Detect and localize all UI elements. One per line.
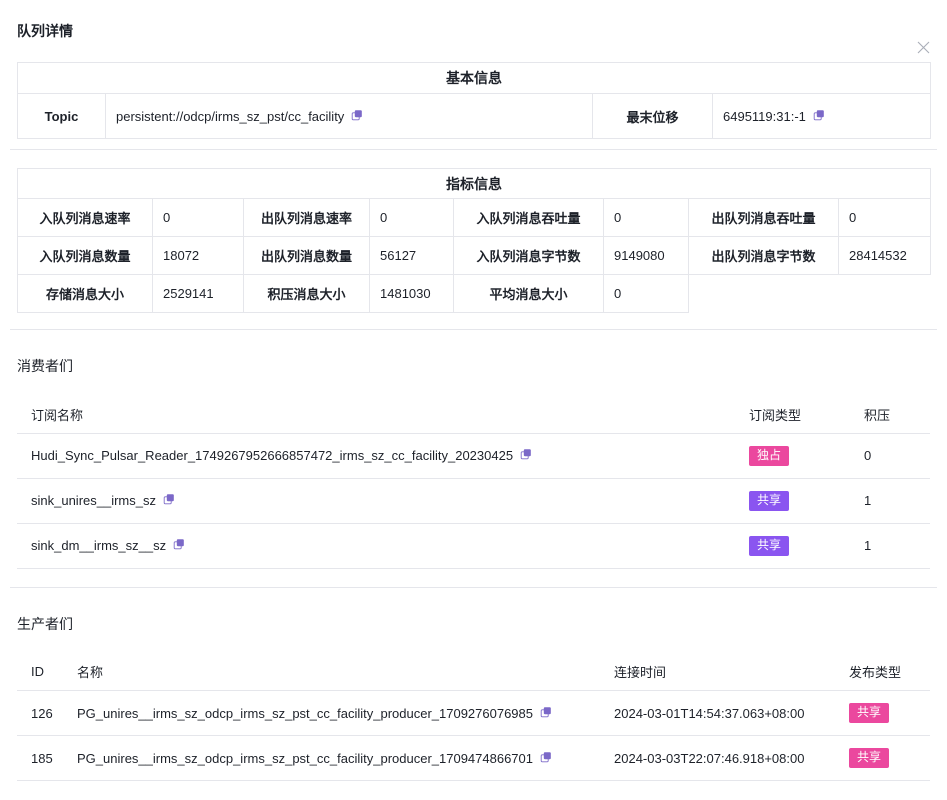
metric-empty-cell — [689, 275, 931, 313]
connect-time: 2024-03-01T14:54:37.063+08:00 — [600, 690, 835, 736]
close-icon — [916, 40, 931, 58]
offset-label: 最末位移 — [592, 93, 713, 139]
subscription-name-cell: sink_dm__irms_sz__sz — [17, 523, 735, 569]
metric-value: 28414532 — [838, 236, 931, 275]
metrics-header: 指标信息 — [17, 168, 931, 199]
metric-value: 0 — [369, 198, 454, 237]
table-row: Hudi_Sync_Pulsar_Reader_1749267952666857… — [17, 433, 930, 479]
publish-type-badge: 共享 — [849, 703, 890, 723]
topic-value: persistent://odcp/irms_sz_pst/cc_facilit… — [116, 108, 345, 124]
connect-time: 2024-03-03T22:07:46.918+08:00 — [600, 735, 835, 781]
metric-label: 入队列消息吞吐量 — [453, 198, 604, 237]
topic-label: Topic — [17, 93, 106, 139]
basic-info-header: 基本信息 — [17, 62, 931, 94]
copy-icon[interactable] — [350, 108, 364, 125]
metrics-row: 入队列消息速率 0 出队列消息速率 0 入队列消息吞吐量 0 出队列消息吞吐量 … — [17, 198, 931, 237]
column-producer-name: 名称 — [63, 653, 600, 691]
close-button[interactable] — [914, 40, 932, 58]
metric-value: 0 — [603, 198, 689, 237]
table-row: 185 PG_unires__irms_sz_odcp_irms_sz_pst_… — [17, 735, 930, 781]
subscription-type-badge: 独占 — [749, 445, 790, 466]
producer-id: 185 — [17, 735, 63, 781]
subscription-name: sink_dm__irms_sz__sz — [31, 538, 167, 554]
subscription-name: Hudi_Sync_Pulsar_Reader_1749267952666857… — [31, 448, 514, 464]
producers-table: ID 名称 连接时间 发布类型 126 PG_unires__irms_sz_o… — [17, 653, 930, 781]
copy-icon[interactable] — [519, 447, 533, 464]
subscription-name-cell: sink_unires__irms_sz — [17, 478, 735, 524]
metric-value: 0 — [152, 198, 244, 237]
consumers-section-title: 消费者们 — [17, 358, 73, 374]
page-title: 队列详情 — [17, 23, 73, 39]
queue-detail-dialog: 队列详情 基本信息 Topic persistent://odcp/irms_s… — [0, 21, 947, 781]
metric-label: 存储消息大小 — [17, 274, 153, 313]
metric-label: 出队列消息数量 — [243, 236, 370, 275]
producers-header-row: ID 名称 连接时间 发布类型 — [17, 653, 930, 691]
backlog-value: 0 — [850, 433, 930, 479]
metric-label: 平均消息大小 — [453, 274, 604, 313]
copy-icon[interactable] — [539, 705, 553, 722]
metric-value: 2529141 — [152, 274, 244, 313]
backlog-value: 1 — [850, 523, 930, 569]
copy-icon[interactable] — [172, 537, 186, 554]
column-backlog: 积压 — [850, 396, 930, 434]
basic-info-table: 基本信息 Topic persistent://odcp/irms_sz_pst… — [17, 62, 931, 139]
metric-label: 入队列消息字节数 — [453, 236, 604, 275]
consumers-header-row: 订阅名称 订阅类型 积压 — [17, 396, 930, 434]
subscription-name: sink_unires__irms_sz — [31, 493, 156, 509]
backlog-value: 1 — [850, 478, 930, 524]
table-row: sink_unires__irms_sz 共享 1 — [17, 478, 930, 524]
divider — [10, 586, 937, 588]
metric-value: 56127 — [369, 236, 454, 275]
table-row: sink_dm__irms_sz__sz 共享 1 — [17, 523, 930, 569]
metric-value: 18072 — [152, 236, 244, 275]
metrics-row: 存储消息大小 2529141 积压消息大小 1481030 平均消息大小 0 — [17, 274, 931, 313]
subscription-type-badge: 共享 — [749, 535, 790, 556]
topic-value-cell: persistent://odcp/irms_sz_pst/cc_facilit… — [105, 93, 593, 139]
metrics-row: 入队列消息数量 18072 出队列消息数量 56127 入队列消息字节数 914… — [17, 236, 931, 275]
column-producer-id: ID — [17, 653, 63, 691]
metric-label: 入队列消息速率 — [17, 198, 153, 237]
producer-id: 126 — [17, 690, 63, 736]
copy-icon[interactable] — [539, 750, 553, 767]
offset-value-cell: 6495119:31:-1 — [712, 93, 931, 139]
metric-label: 出队列消息速率 — [243, 198, 370, 237]
publish-type-badge: 共享 — [849, 748, 890, 768]
metric-label: 积压消息大小 — [243, 274, 370, 313]
metrics-table: 指标信息 入队列消息速率 0 出队列消息速率 0 入队列消息吞吐量 0 出队列消… — [17, 168, 931, 313]
column-connect-time: 连接时间 — [600, 653, 835, 691]
metric-label: 入队列消息数量 — [17, 236, 153, 275]
copy-icon[interactable] — [812, 108, 826, 125]
column-subscription-type: 订阅类型 — [735, 396, 850, 434]
column-subscription-name: 订阅名称 — [17, 396, 735, 434]
basic-info-row: Topic persistent://odcp/irms_sz_pst/cc_f… — [17, 93, 931, 139]
producer-name: PG_unires__irms_sz_odcp_irms_sz_pst_cc_f… — [77, 705, 533, 721]
producer-name-cell: PG_unires__irms_sz_odcp_irms_sz_pst_cc_f… — [63, 690, 600, 736]
divider — [10, 329, 937, 330]
metric-value: 0 — [603, 274, 689, 313]
divider — [10, 149, 937, 150]
metric-value: 9149080 — [603, 236, 689, 275]
subscription-type-badge: 共享 — [749, 490, 790, 511]
offset-value: 6495119:31:-1 — [723, 108, 806, 124]
copy-icon[interactable] — [162, 492, 176, 509]
metric-label: 出队列消息吞吐量 — [688, 198, 839, 237]
subscription-name-cell: Hudi_Sync_Pulsar_Reader_1749267952666857… — [17, 433, 735, 479]
table-row: 126 PG_unires__irms_sz_odcp_irms_sz_pst_… — [17, 690, 930, 736]
producers-section-title: 生产者们 — [17, 615, 73, 632]
consumers-table: 订阅名称 订阅类型 积压 Hudi_Sync_Pulsar_Reader_174… — [17, 396, 930, 569]
producer-name-cell: PG_unires__irms_sz_odcp_irms_sz_pst_cc_f… — [63, 735, 600, 781]
metric-value: 0 — [838, 198, 931, 237]
column-publish-type: 发布类型 — [835, 653, 930, 691]
metric-value: 1481030 — [369, 274, 454, 313]
producer-name: PG_unires__irms_sz_odcp_irms_sz_pst_cc_f… — [77, 750, 533, 766]
metric-label: 出队列消息字节数 — [688, 236, 839, 275]
